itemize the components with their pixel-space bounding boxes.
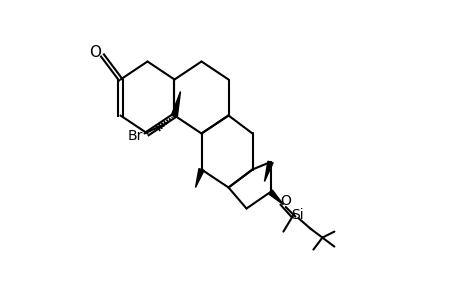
Text: O: O <box>89 45 101 60</box>
Text: O: O <box>280 194 291 208</box>
Text: Si: Si <box>291 208 303 222</box>
Text: Br: Br <box>128 130 143 143</box>
Polygon shape <box>195 169 204 188</box>
Polygon shape <box>171 92 180 116</box>
Polygon shape <box>264 161 273 182</box>
Polygon shape <box>268 190 283 205</box>
